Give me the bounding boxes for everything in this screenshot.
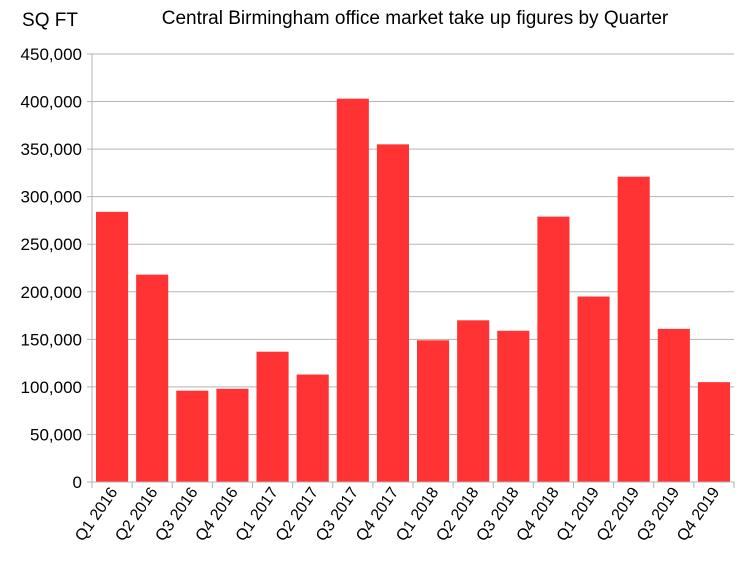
bar [336,98,369,483]
bar [577,296,610,482]
bar [376,144,409,482]
bar [256,351,289,482]
bar [537,216,570,482]
y-tick-label: 150,000 [21,330,82,349]
y-tick-label: 0 [73,473,82,492]
chart-title: Central Birmingham office market take up… [162,8,669,29]
bar [697,382,730,482]
bar [457,320,490,482]
y-tick-label: 250,000 [21,235,82,254]
y-tick-label: 200,000 [21,283,82,302]
bar [617,176,650,482]
bar [216,388,249,482]
bar [176,390,209,482]
y-tick-label: 450,000 [21,45,82,64]
bar [417,340,450,482]
y-tick-label: 100,000 [21,378,82,397]
y-tick-label: 350,000 [21,140,82,159]
y-axis-label: SQ FT [22,10,78,31]
y-tick-label: 400,000 [21,93,82,112]
bar [136,274,169,482]
bar [296,374,329,482]
y-tick-label: 300,000 [21,188,82,207]
bar [96,211,129,482]
y-tick-label: 50,000 [30,425,82,444]
bar [657,328,690,482]
bar [497,330,530,482]
